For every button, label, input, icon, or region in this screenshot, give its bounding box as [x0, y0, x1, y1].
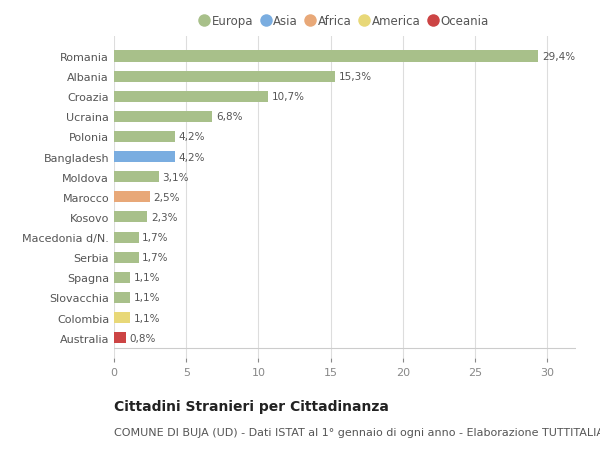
- Bar: [114, 112, 212, 123]
- Bar: [114, 192, 150, 203]
- Bar: [114, 312, 130, 323]
- Bar: [114, 132, 175, 143]
- Text: 29,4%: 29,4%: [542, 52, 575, 62]
- Text: COMUNE DI BUJA (UD) - Dati ISTAT al 1° gennaio di ogni anno - Elaborazione TUTTI: COMUNE DI BUJA (UD) - Dati ISTAT al 1° g…: [114, 427, 600, 437]
- Bar: [114, 212, 147, 223]
- Bar: [114, 292, 130, 303]
- Text: 10,7%: 10,7%: [272, 92, 305, 102]
- Bar: [114, 91, 268, 102]
- Text: 3,1%: 3,1%: [163, 172, 189, 182]
- Text: 1,1%: 1,1%: [133, 293, 160, 303]
- Bar: [114, 51, 538, 62]
- Text: 15,3%: 15,3%: [338, 72, 371, 82]
- Text: 4,2%: 4,2%: [178, 132, 205, 142]
- Text: 1,7%: 1,7%: [142, 233, 169, 242]
- Text: 1,1%: 1,1%: [133, 273, 160, 283]
- Text: 2,5%: 2,5%: [154, 192, 180, 202]
- Text: 2,3%: 2,3%: [151, 213, 178, 223]
- Text: 1,7%: 1,7%: [142, 252, 169, 263]
- Bar: [114, 252, 139, 263]
- Legend: Europa, Asia, Africa, America, Oceania: Europa, Asia, Africa, America, Oceania: [196, 11, 494, 33]
- Bar: [114, 151, 175, 163]
- Text: 0,8%: 0,8%: [129, 333, 155, 343]
- Bar: [114, 272, 130, 283]
- Bar: [114, 72, 335, 83]
- Text: 6,8%: 6,8%: [216, 112, 242, 122]
- Text: Cittadini Stranieri per Cittadinanza: Cittadini Stranieri per Cittadinanza: [114, 399, 389, 413]
- Bar: [114, 332, 125, 343]
- Bar: [114, 172, 159, 183]
- Text: 4,2%: 4,2%: [178, 152, 205, 162]
- Bar: [114, 232, 139, 243]
- Text: 1,1%: 1,1%: [133, 313, 160, 323]
